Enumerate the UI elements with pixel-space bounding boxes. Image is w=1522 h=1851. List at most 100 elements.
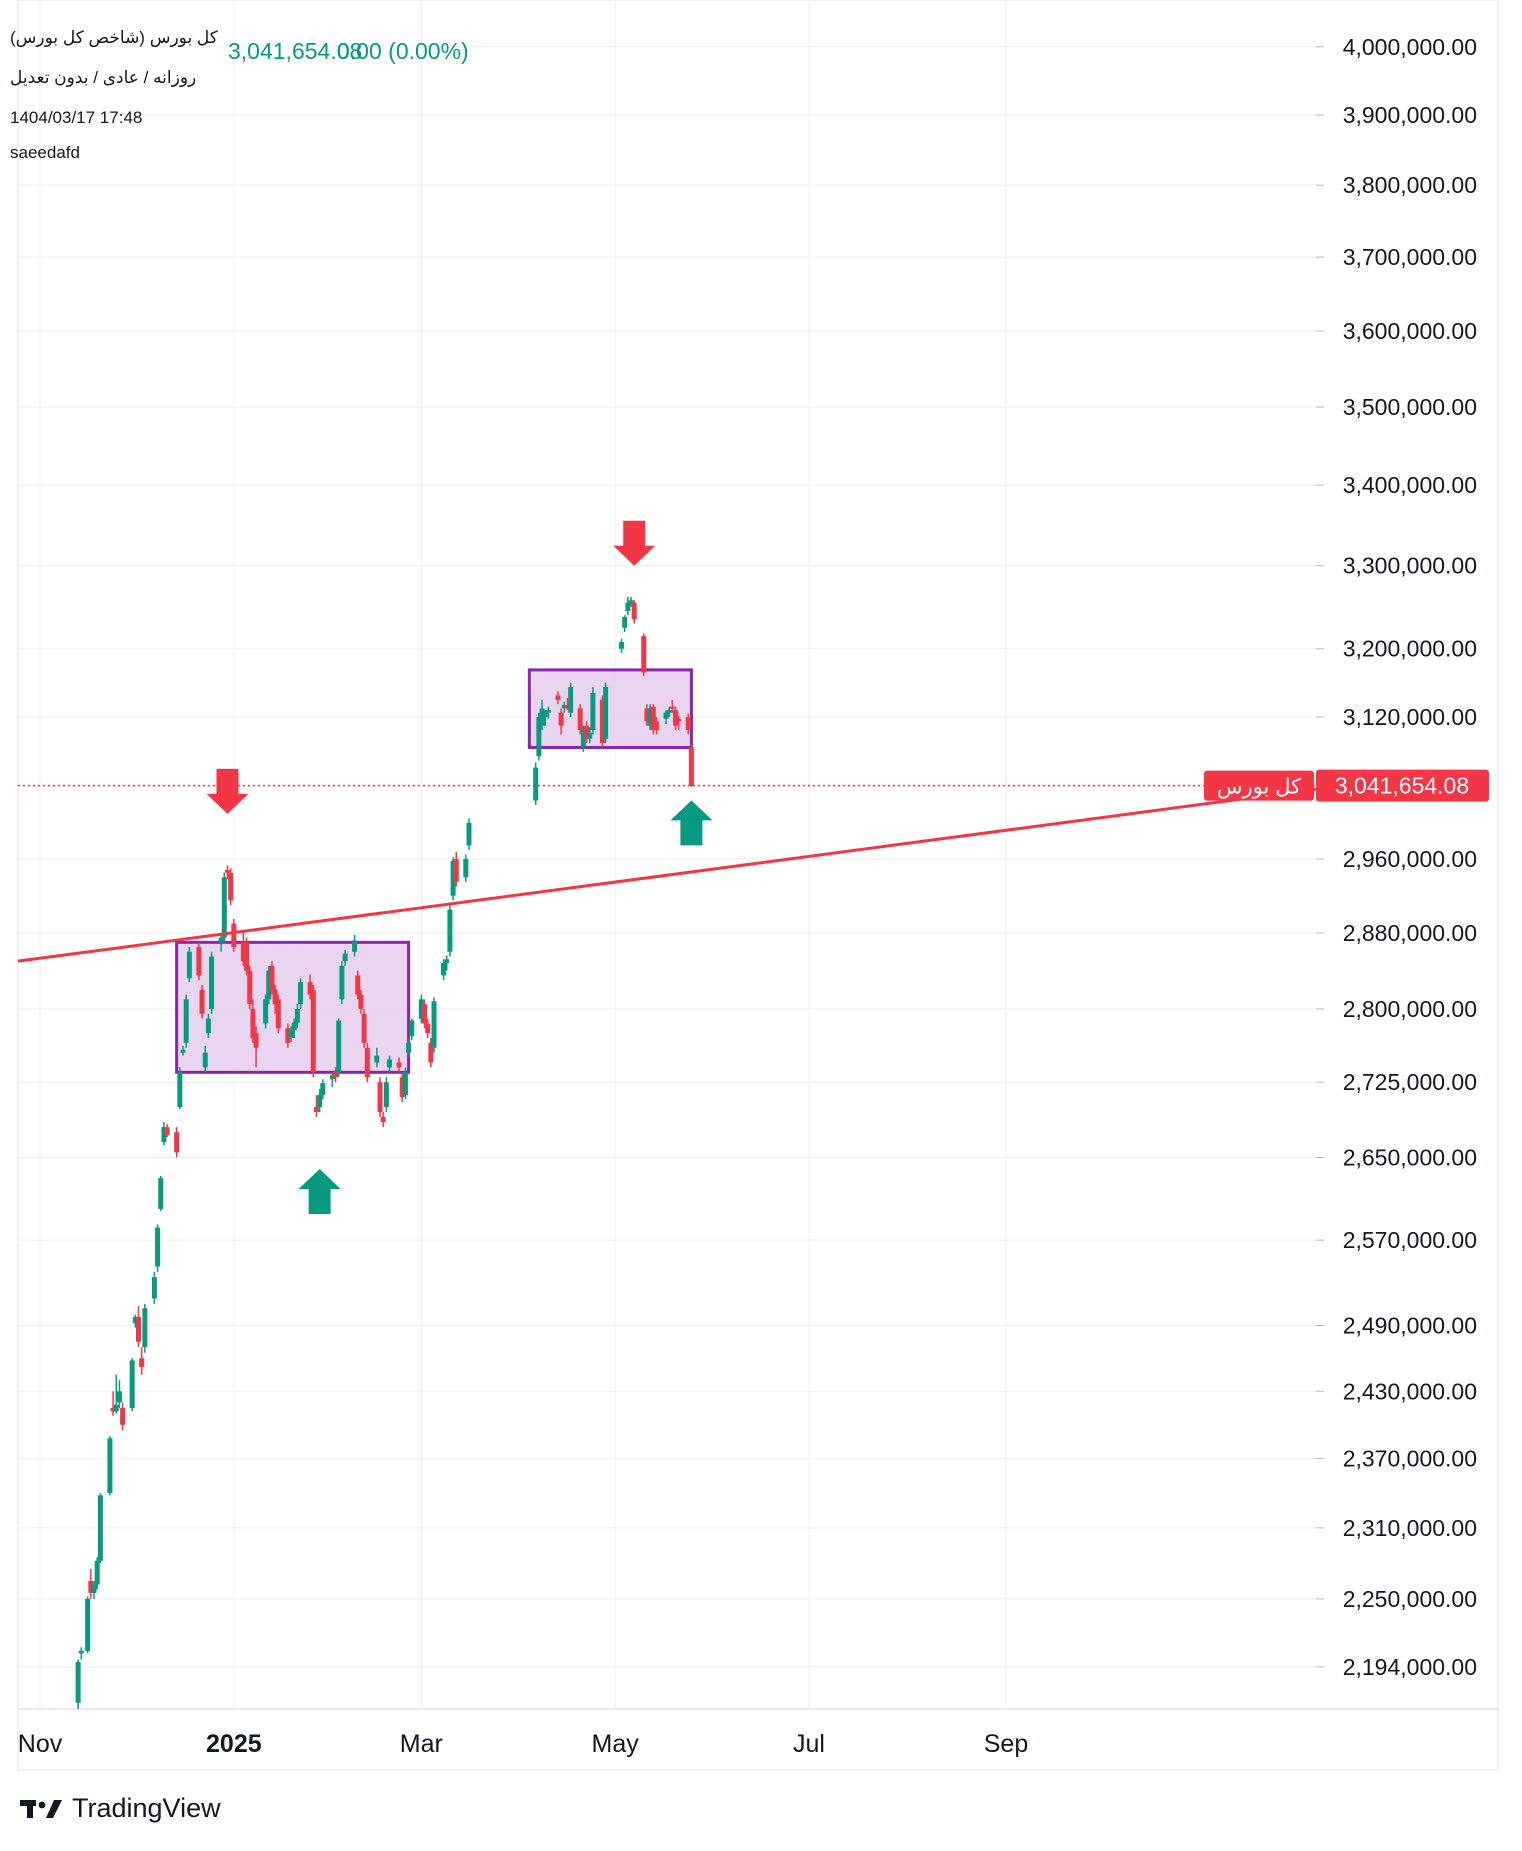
candle[interactable] (107, 1436, 113, 1496)
candle[interactable] (536, 712, 542, 761)
candle[interactable] (361, 1008, 367, 1048)
tradingview-footer[interactable]: TradingView (20, 1793, 221, 1824)
candle[interactable] (358, 989, 364, 1014)
candle[interactable] (380, 1112, 386, 1128)
candle[interactable] (333, 1067, 339, 1083)
candle[interactable] (688, 744, 694, 788)
candle[interactable] (402, 1067, 408, 1100)
candle[interactable] (78, 1647, 84, 1660)
candle[interactable] (275, 994, 281, 1034)
candle[interactable] (218, 932, 224, 952)
candle[interactable] (177, 1067, 183, 1110)
candle[interactable] (666, 706, 672, 718)
candle[interactable] (568, 682, 574, 718)
candle[interactable] (619, 638, 625, 653)
candle[interactable] (558, 708, 564, 735)
candle[interactable] (317, 1089, 323, 1113)
candle[interactable] (631, 600, 637, 624)
arrow-down-icon[interactable] (613, 520, 656, 566)
candle[interactable] (183, 994, 189, 1048)
candle[interactable] (387, 1055, 393, 1073)
candle[interactable] (196, 942, 202, 981)
consolidation-box[interactable] (175, 940, 411, 1074)
candle[interactable] (625, 596, 631, 616)
candle[interactable] (587, 727, 593, 744)
candle[interactable] (231, 918, 237, 952)
candle[interactable] (533, 762, 539, 805)
candle[interactable] (291, 1018, 297, 1039)
candle[interactable] (116, 1380, 122, 1408)
candle[interactable] (342, 949, 348, 966)
candle[interactable] (673, 706, 679, 731)
candle[interactable] (374, 1047, 380, 1068)
candle[interactable] (263, 994, 269, 1029)
candle[interactable] (418, 994, 424, 1024)
candle[interactable] (406, 1038, 412, 1058)
candle[interactable] (336, 1018, 342, 1078)
candle[interactable] (88, 1569, 94, 1599)
candle[interactable] (285, 1023, 291, 1048)
candle[interactable] (539, 699, 545, 731)
candle[interactable] (561, 701, 567, 713)
candle[interactable] (94, 1557, 100, 1590)
consolidation-box[interactable] (527, 668, 693, 749)
candle[interactable] (139, 1347, 145, 1375)
candle[interactable] (663, 710, 669, 724)
candle[interactable] (151, 1271, 157, 1304)
candle[interactable] (584, 721, 590, 744)
candle[interactable] (269, 961, 275, 995)
candle[interactable] (186, 947, 192, 983)
candle[interactable] (120, 1402, 126, 1431)
candle[interactable] (85, 1596, 91, 1654)
candle[interactable] (136, 1306, 142, 1348)
candle[interactable] (240, 932, 246, 966)
candle[interactable] (364, 1042, 370, 1083)
candle[interactable] (428, 1038, 434, 1068)
candle[interactable] (441, 959, 447, 981)
candle[interactable] (669, 699, 675, 713)
candle[interactable] (644, 704, 650, 726)
candle[interactable] (266, 965, 272, 1005)
candle[interactable] (174, 1127, 180, 1158)
candle[interactable] (421, 999, 427, 1029)
candle[interactable] (129, 1358, 135, 1412)
candle[interactable] (396, 1057, 402, 1073)
candle[interactable] (75, 1659, 81, 1709)
candle[interactable] (545, 706, 551, 719)
candle[interactable] (158, 1175, 164, 1211)
candle[interactable] (164, 1124, 170, 1138)
candle[interactable] (622, 615, 628, 632)
candle[interactable] (355, 970, 361, 1000)
candle[interactable] (205, 1013, 211, 1039)
candle[interactable] (329, 1072, 335, 1088)
candle[interactable] (199, 984, 205, 1019)
candle[interactable] (142, 1303, 148, 1353)
candle[interactable] (110, 1391, 116, 1416)
candle[interactable] (577, 704, 583, 735)
candle[interactable] (466, 818, 472, 850)
candle[interactable] (97, 1493, 103, 1564)
candle[interactable] (399, 1072, 405, 1103)
candle[interactable] (221, 872, 227, 943)
candle[interactable] (224, 865, 230, 880)
candle[interactable] (444, 955, 450, 971)
candle[interactable] (339, 961, 345, 1005)
candle[interactable] (628, 596, 634, 607)
candle[interactable] (247, 965, 253, 1009)
candle[interactable] (599, 695, 605, 748)
candle[interactable] (580, 725, 586, 752)
candle[interactable] (447, 905, 453, 957)
candle[interactable] (228, 868, 234, 906)
candle[interactable] (590, 686, 596, 735)
candle[interactable] (113, 1374, 119, 1414)
candle[interactable] (653, 717, 659, 735)
support-trendline[interactable] (17, 787, 1317, 963)
candle[interactable] (253, 1026, 259, 1068)
arrow-down-icon[interactable] (206, 768, 249, 814)
candle[interactable] (641, 633, 647, 676)
candle[interactable] (307, 974, 313, 1000)
candle[interactable] (250, 999, 256, 1043)
candle[interactable] (650, 704, 656, 735)
candle[interactable] (180, 1045, 186, 1056)
candle[interactable] (294, 1004, 300, 1029)
